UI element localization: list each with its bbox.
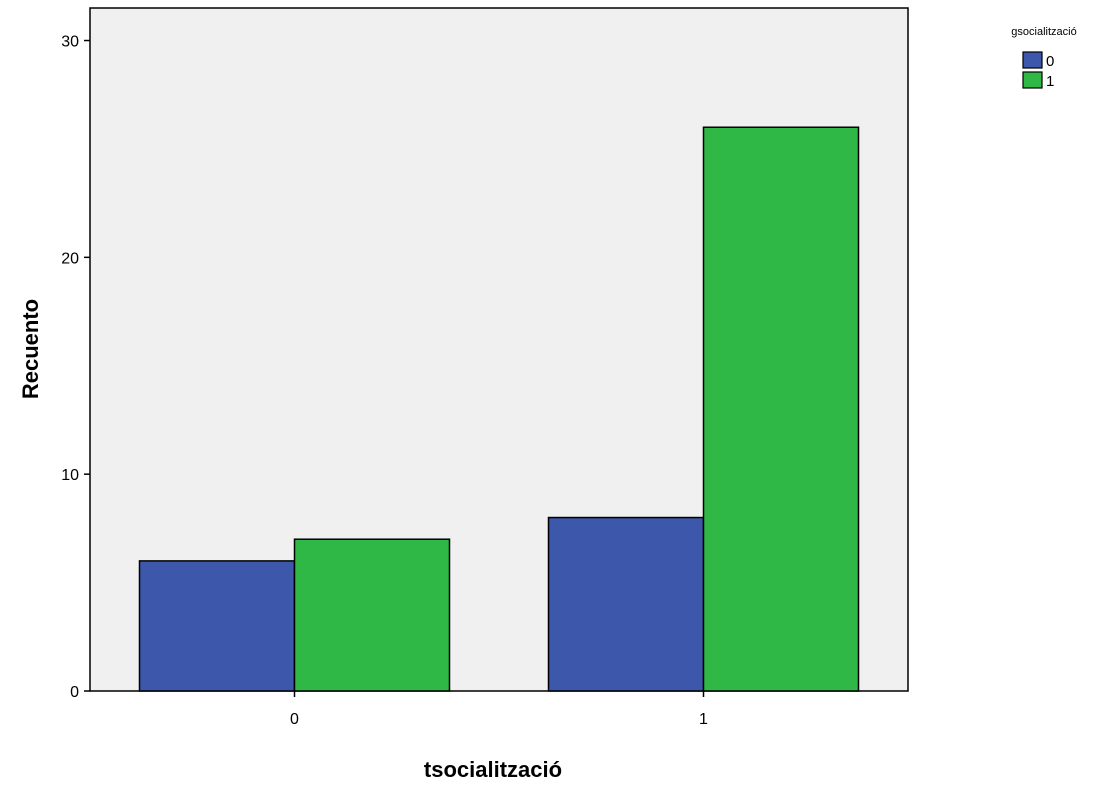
legend-label-0: 0: [1046, 53, 1054, 70]
legend-items: 01: [1022, 51, 1054, 90]
bars-layer: [138, 126, 860, 692]
legend-title: gsocialització: [1011, 26, 1076, 38]
legend-label-1: 1: [1046, 73, 1054, 90]
bar-0-series-0: [138, 560, 296, 692]
y-tick-label: 30: [61, 34, 79, 51]
bar-1-series-1: [702, 126, 860, 692]
x-axis-title: tsocialització: [424, 757, 562, 782]
bar-1-series-0: [547, 516, 705, 692]
y-axis-title: Recuento: [18, 299, 43, 399]
x-tick-label: 0: [290, 711, 299, 728]
legend-swatch-1: [1022, 71, 1043, 89]
y-tick-label: 20: [61, 250, 79, 267]
bar-0-series-1: [293, 538, 451, 692]
y-tick-label: 10: [61, 467, 79, 484]
y-tick-label: 0: [70, 684, 79, 701]
legend: gsocialització 01: [1011, 26, 1076, 90]
legend-swatch-0: [1022, 51, 1043, 69]
x-tick-label: 1: [699, 711, 708, 728]
